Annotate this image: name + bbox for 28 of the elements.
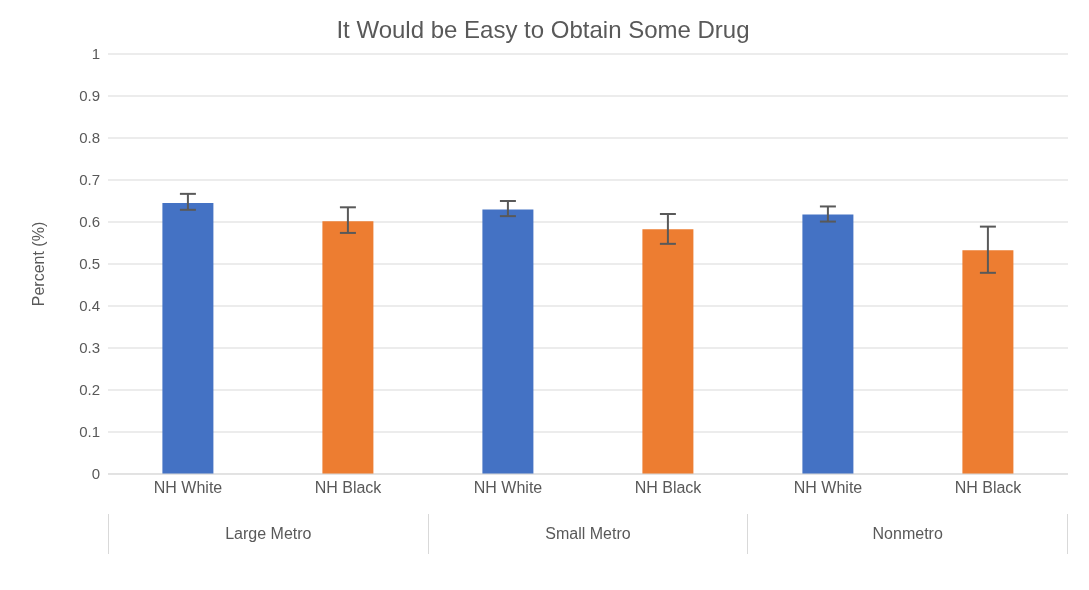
y-tick-label: 0.8 bbox=[79, 129, 100, 147]
x-tick-label: NH Black bbox=[634, 479, 703, 497]
y-tick-label: 0.1 bbox=[79, 423, 100, 441]
x-tick-label: NH Black bbox=[314, 479, 383, 497]
y-tick-label: 0.4 bbox=[79, 297, 100, 315]
bar bbox=[322, 221, 374, 474]
y-tick-label: 1 bbox=[91, 45, 100, 63]
bar bbox=[482, 209, 534, 474]
chart-title: It Would be Easy to Obtain Some Drug bbox=[335, 15, 751, 44]
y-tick-label: 0.7 bbox=[79, 171, 100, 189]
x-tick-label: NH Black bbox=[954, 479, 1023, 497]
y-axis-title: Percent (%) bbox=[29, 221, 47, 307]
bar bbox=[962, 250, 1014, 474]
y-tick-label: 0.9 bbox=[79, 87, 100, 105]
bar bbox=[162, 203, 214, 474]
x-tick-label: NH White bbox=[793, 479, 863, 497]
x-tick-label: NH White bbox=[473, 479, 543, 497]
y-tick-label: 0.3 bbox=[79, 339, 100, 357]
y-tick-label: 0.5 bbox=[79, 255, 100, 273]
text: Small Metro bbox=[427, 514, 748, 554]
y-tick-label: 0.6 bbox=[79, 213, 100, 231]
bar bbox=[642, 229, 694, 474]
y-tick-label: 0.2 bbox=[79, 381, 100, 399]
x-tick-label: NH White bbox=[153, 479, 223, 497]
text: Nonmetro bbox=[747, 514, 1069, 554]
bar bbox=[802, 214, 854, 474]
y-tick-label: 0 bbox=[91, 465, 100, 483]
text: Large Metro bbox=[108, 514, 428, 554]
